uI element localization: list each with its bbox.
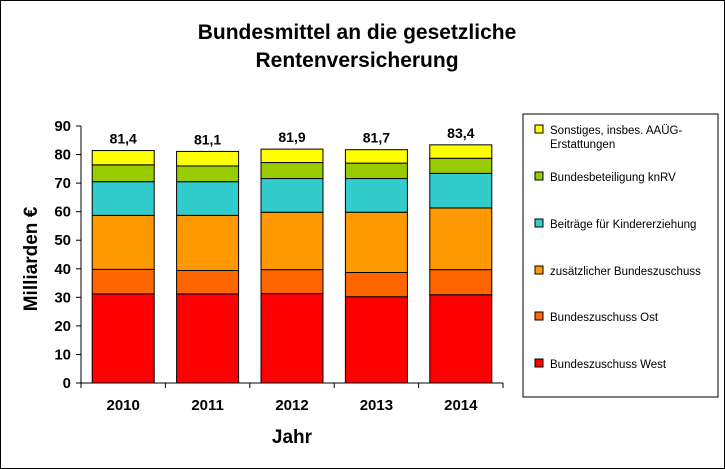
bar-segment-2010-series-2 [91,214,155,270]
bar-segment-2012-series-0 [260,293,324,384]
y-tick-label-70: 70 [54,175,71,192]
x-tick-label-2010: 2010 [107,397,140,414]
bar-total-label-2012: 81,9 [278,129,305,145]
legend-label-series-4: Bundesbeteiligung knRV [550,172,676,184]
chart-title-line-2: Rentenversicherung [255,49,458,72]
legend-swatch-series-3 [534,218,544,228]
legend-label-series-1: Bundeszuschuss Ost [550,312,659,324]
y-tick-label-50: 50 [54,232,71,249]
bar-total-label-2013: 81,7 [363,130,390,146]
bar-total-label-2010: 81,4 [110,131,137,147]
legend-label-series-2: zusätzlicher Bundeszuschuss [550,266,701,278]
legend-swatch-series-1 [534,311,544,321]
legend-swatch-series-4 [534,171,544,181]
bar-segment-2014-series-3 [429,172,493,209]
bar-segment-2011-series-2 [176,214,240,271]
legend-label-series-0: Bundeszuschuss West [550,359,667,371]
x-tick-label-2011: 2011 [191,397,224,414]
plot-area: 81,4201081,1201181,9201281,7201383,42014… [54,118,504,414]
legend-swatch-series-0 [534,358,544,368]
bar-segment-2010-series-1 [91,268,155,295]
bar-segment-2011-series-0 [176,293,240,384]
bar-segment-2014-series-5 [429,144,493,159]
x-tick-label-2012: 2012 [275,397,308,414]
y-tick-label-0: 0 [63,375,71,392]
bar-segment-2012-series-4 [260,162,324,180]
y-tick-label-10: 10 [54,346,71,363]
bar-segment-2013-series-3 [344,178,408,213]
bar-segment-2013-series-0 [344,296,408,384]
bar-segment-2013-series-4 [344,162,408,180]
y-tick-label-90: 90 [54,118,71,135]
bar-segment-2011-series-1 [176,269,240,295]
chart-title-line-1: Bundesmittel an die gesetzliche [198,21,517,44]
x-tick-label-2013: 2013 [360,397,393,414]
y-tick-label-40: 40 [54,261,71,278]
legend-label-series-5-line-0: Sonstiges, insbes. AAÜG- [550,125,682,137]
bar-segment-2010-series-3 [91,181,155,216]
bar-total-label-2011: 81,1 [194,131,221,147]
bar-segment-2011-series-5 [176,150,240,167]
bar-segment-2012-series-3 [260,178,324,213]
legend-label-series-5-line-1: Erstattungen [550,139,615,151]
y-tick-label-60: 60 [54,204,71,221]
bar-segment-2010-series-4 [91,164,155,183]
bar-segment-2012-series-5 [260,148,324,164]
y-axis-title: Milliarden € [21,206,42,311]
bar-segment-2013-series-1 [344,271,408,298]
bar-segment-2012-series-2 [260,211,324,271]
legend-swatch-series-2 [534,265,544,275]
legend-box [522,113,719,398]
y-tick-label-80: 80 [54,147,71,164]
bar-segment-2014-series-2 [429,207,493,271]
legend-swatch-series-5 [534,124,544,134]
x-tick-label-2014: 2014 [444,397,478,414]
bar-segment-2012-series-1 [260,269,324,295]
bar-segment-2014-series-0 [429,294,493,384]
bar-segment-2011-series-4 [176,165,240,183]
bar-segment-2013-series-2 [344,211,408,273]
bar-segment-2013-series-5 [344,149,408,164]
y-tick-label-20: 20 [54,318,71,335]
legend: Sonstiges, insbes. AAÜG- Erstattungen Bund… [522,113,719,398]
legend-label-series-3: Beiträge für Kindererziehung [550,219,696,231]
bar-segment-2011-series-3 [176,181,240,216]
bar-total-label-2014: 83,4 [447,125,474,141]
bar-segment-2010-series-5 [91,150,155,166]
bar-segment-2014-series-4 [429,157,493,174]
y-tick-label-30: 30 [54,289,71,306]
x-axis-title: Jahr [272,427,313,448]
bar-segment-2010-series-0 [91,293,155,384]
bar-segment-2014-series-1 [429,269,493,296]
